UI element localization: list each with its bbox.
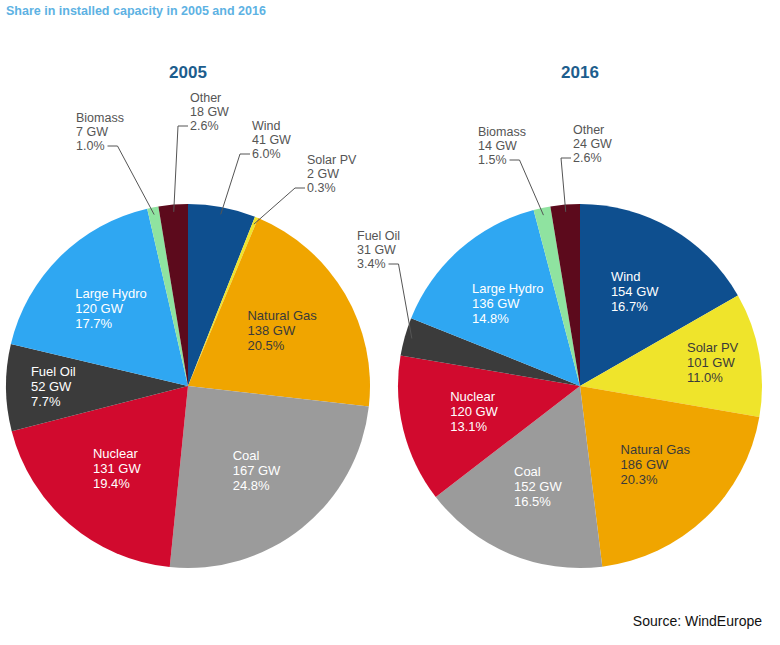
slice-capacity: 120 GW: [450, 404, 498, 419]
chart-title: 2005: [169, 63, 207, 82]
slice-percent: 6.0%: [252, 147, 281, 161]
slice-category: Fuel Oil: [357, 229, 400, 243]
data-labels: Wind41 GW6.0% Solar PV2 GW0.3% Natural Gas…: [31, 91, 357, 493]
slice-percent: 11.0%: [687, 370, 723, 385]
slice-category: Natural Gas: [621, 442, 691, 457]
slice-capacity: 101 GW: [687, 355, 735, 370]
slice-percent: 3.4%: [357, 257, 386, 271]
pie-slices: [6, 204, 370, 568]
source-note: Source: WindEurope: [633, 613, 762, 629]
slice-percent: 0.3%: [307, 181, 336, 195]
pie-slice: [158, 204, 188, 386]
slice-capacity: 52 GW: [31, 379, 72, 394]
slice-category: Nuclear: [450, 389, 495, 404]
slice-category: Wind: [611, 269, 641, 284]
slice-category: Natural Gas: [247, 308, 317, 323]
slice-category: Coal: [233, 448, 260, 463]
slice-category: Wind: [252, 119, 281, 133]
slice-percent: 17.7%: [75, 316, 112, 331]
chart-title: 2016: [561, 63, 599, 82]
slice-capacity: 31 GW: [357, 243, 396, 257]
data-labels: Wind154 GW16.7% Solar PV101 GW11.0% Natura…: [357, 123, 739, 509]
slice-capacity: 167 GW: [233, 463, 281, 478]
slice-capacity: 154 GW: [611, 284, 659, 299]
slice-category: Large Hydro: [472, 281, 544, 296]
slice-capacity: 41 GW: [252, 133, 291, 147]
slice-percent: 2.6%: [573, 151, 602, 165]
pie-slice: [550, 204, 580, 386]
slice-category: Other: [573, 123, 604, 137]
slice-capacity: 138 GW: [247, 323, 295, 338]
slice-percent: 7.7%: [31, 394, 61, 409]
chart-canvas: Share in installed capacity in 2005 and …: [0, 0, 780, 645]
slice-percent: 20.5%: [247, 338, 284, 353]
slice-capacity: 186 GW: [621, 457, 669, 472]
slice-percent: 1.0%: [76, 139, 105, 153]
leader-line: [174, 126, 188, 212]
pie-slice: [580, 386, 759, 567]
pie-slices: [398, 204, 762, 568]
slice-category: Biomass: [76, 111, 124, 125]
slice-category: Solar PV: [307, 153, 357, 167]
slice-capacity: 120 GW: [75, 301, 123, 316]
leader-line: [561, 158, 571, 212]
slice-percent: 20.3%: [621, 472, 658, 487]
slice-percent: 19.4%: [93, 476, 130, 491]
leader-line: [389, 264, 412, 339]
slice-category: Coal: [514, 464, 541, 479]
slice-percent: 24.8%: [233, 478, 270, 493]
slice-category: Biomass: [478, 125, 526, 139]
pie-slice: [188, 218, 370, 406]
slice-category: Other: [190, 91, 221, 105]
slice-percent: 13.1%: [450, 419, 487, 434]
slice-percent: 16.5%: [514, 494, 551, 509]
slice-category: Solar PV: [687, 340, 739, 355]
slice-percent: 14.8%: [472, 311, 509, 326]
page-title: Share in installed capacity in 2005 and …: [6, 4, 266, 18]
slice-capacity: 131 GW: [93, 461, 141, 476]
pie-slice: [170, 386, 369, 568]
slice-capacity: 2 GW: [307, 167, 339, 181]
slice-percent: 2.6%: [190, 119, 219, 133]
slice-category: Large Hydro: [75, 286, 147, 301]
leader-line: [108, 146, 155, 215]
slice-capacity: 24 GW: [573, 137, 612, 151]
slice-capacity: 136 GW: [472, 296, 520, 311]
slice-percent: 1.5%: [478, 153, 507, 167]
slice-capacity: 18 GW: [190, 105, 229, 119]
slice-capacity: 7 GW: [76, 125, 108, 139]
slice-percent: 16.7%: [611, 299, 648, 314]
slice-category: Fuel Oil: [31, 364, 76, 379]
slice-capacity: 152 GW: [514, 479, 562, 494]
slice-capacity: 14 GW: [478, 139, 517, 153]
leader-line: [510, 160, 544, 215]
leader-line: [221, 154, 250, 214]
leader-line: [254, 188, 305, 224]
slice-category: Nuclear: [93, 446, 138, 461]
